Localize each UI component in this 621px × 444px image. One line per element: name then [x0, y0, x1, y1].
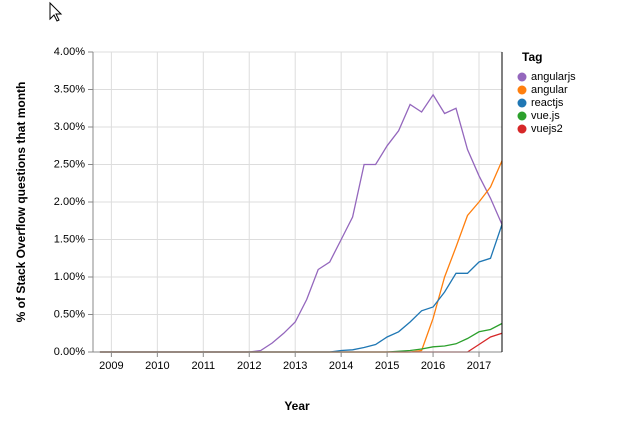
- y-tick-label: 3.00%: [54, 121, 85, 133]
- legend-swatch: [517, 111, 527, 121]
- x-tick-label: 2017: [467, 360, 491, 372]
- x-tick-label: 2011: [191, 360, 215, 372]
- lines: [99, 93, 503, 353]
- y-tick-label: 0.00%: [54, 346, 85, 358]
- cursor: [49, 1, 63, 22]
- series-line: [99, 160, 503, 353]
- y-tick-label: 2.00%: [54, 196, 85, 208]
- series-line: [99, 93, 503, 353]
- y-tick-label: 1.50%: [54, 233, 85, 245]
- legend-label: angular: [531, 84, 568, 96]
- x-tick-label: 2015: [375, 360, 399, 372]
- axes: 0.00% 0.50% 1.00% 1.50% 2.00% 2.50% 3.00% 3.50%…: [54, 46, 503, 372]
- x-tick-label: 2013: [283, 360, 307, 372]
- legend-title: Tag: [522, 50, 542, 64]
- x-tick-label: 2014: [329, 360, 353, 372]
- y-tick-label: 1.00%: [54, 271, 85, 283]
- legend-swatch: [517, 85, 527, 95]
- y-tick-label: 2.50%: [54, 158, 85, 170]
- legend-label: vuejs2: [531, 123, 563, 135]
- y-tick-label: 0.50%: [54, 308, 85, 320]
- grid: [93, 51, 502, 353]
- x-axis-title: Year: [284, 399, 310, 413]
- x-tick-label: 2009: [99, 360, 123, 372]
- legend-swatch: [517, 72, 527, 82]
- y-tick-label: 4.00%: [54, 46, 85, 58]
- x-tick-label: 2012: [237, 360, 261, 372]
- y-axis-title: % of Stack Overflow questions that month: [14, 82, 28, 323]
- y-tick-label: 3.50%: [54, 83, 85, 95]
- legend-label: angularjs: [531, 71, 576, 83]
- legend-swatch: [517, 124, 527, 134]
- legend-label: reactjs: [531, 97, 564, 109]
- legend-label: vue.js: [531, 110, 560, 122]
- x-tick-label: 2016: [421, 360, 445, 372]
- legend-swatch: [517, 98, 527, 108]
- series-line: [99, 322, 503, 353]
- x-tick-label: 2010: [145, 360, 169, 372]
- series-line: [99, 332, 503, 353]
